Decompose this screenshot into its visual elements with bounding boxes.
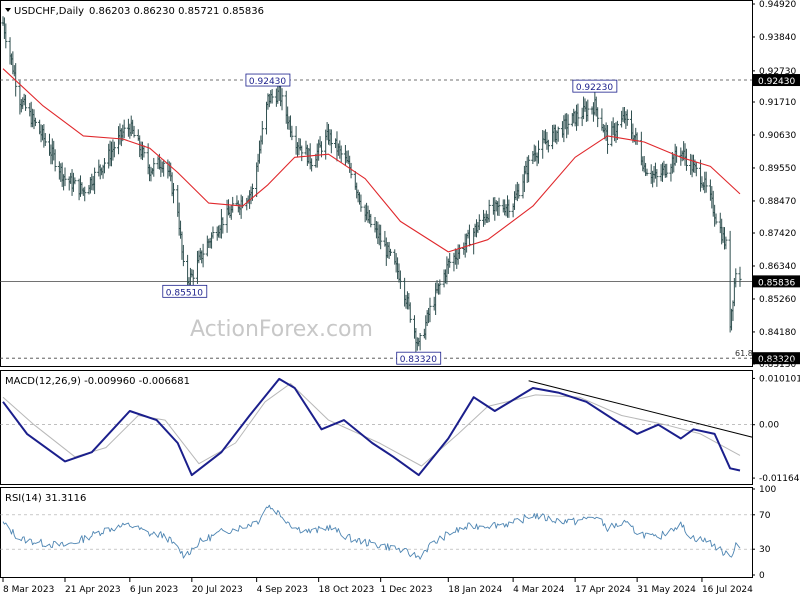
x-tick-label: 18 Jan 2024 [448, 585, 502, 595]
price-tick-label: 0.91710 [759, 98, 796, 108]
price-bars [1, 16, 742, 353]
rsi-line [2, 504, 741, 560]
rsi-tick-label: 70 [759, 511, 771, 521]
x-tick-label: 16 Jul 2024 [702, 585, 753, 595]
rsi-layer [0, 504, 752, 560]
price-marker-label: 0.85510 [166, 288, 203, 298]
ohlc-values: 0.86203 0.86230 0.85721 0.85836 [89, 6, 264, 17]
macd-panel-frame [0, 370, 753, 485]
price-tick-label: 0.94920 [759, 0, 796, 10]
rsi-tick-label: 100 [759, 485, 776, 495]
x-tick-label: 18 Oct 2023 [319, 585, 375, 595]
macd-tick-label: -0.011645 [759, 474, 800, 484]
price-tick-label: 0.83130 [759, 360, 796, 370]
rsi-tick-label: 0 [759, 571, 765, 581]
macd-line [2, 377, 741, 477]
price-tick-label: 0.92730 [759, 67, 796, 77]
moving-average-line [2, 68, 741, 253]
triangle-down-icon[interactable] [5, 8, 11, 12]
x-tick-label: 21 Apr 2023 [65, 585, 121, 595]
price-marker-box [396, 351, 442, 365]
price-tick-label: 0.85260 [759, 295, 796, 305]
x-tick-label: 31 May 2024 [637, 585, 696, 595]
macd-signal-line [2, 383, 741, 467]
level-label-box [753, 74, 800, 87]
price-moving-average [2, 68, 741, 253]
x-tick-label: 6 Jun 2023 [130, 585, 178, 595]
x-axis: 8 Mar 2023 21 Apr 2023 6 Jun 2023 20 Jul 20… [2, 578, 753, 595]
price-panel-frame [0, 0, 753, 367]
level-label: 0.83320 [758, 355, 795, 365]
rsi-axis: 100 70 30 0 [752, 485, 776, 581]
price-markers: 0.92430 0.92230 0.85510 0.83320 [162, 73, 618, 365]
macd-title: MACD(12,26,9) -0.009960 -0.006681 [5, 376, 190, 387]
fib-note: 61.8 [735, 349, 753, 358]
price-marker-box [572, 79, 618, 93]
price-marker-box [245, 73, 291, 87]
x-tick-label: 1 Dec 2023 [381, 585, 433, 595]
macd-layer [0, 377, 753, 477]
macd-tick-label: 0.010101 [759, 374, 800, 384]
rsi-panel-frame [0, 487, 753, 578]
price-tick-label: 0.86340 [759, 262, 796, 272]
current-price-box [753, 275, 800, 288]
current-price-label: 0.85836 [758, 278, 795, 288]
x-tick-label: 8 Mar 2023 [3, 585, 54, 595]
price-marker-label: 0.92430 [249, 77, 286, 87]
rsi-title: RSI(14) 31.3116 [5, 493, 86, 504]
price-tick-label: 0.90630 [759, 131, 796, 141]
x-tick-label: 4 Sep 2023 [257, 585, 308, 595]
level-label: 0.92430 [758, 77, 795, 87]
price-marker-label: 0.83320 [400, 355, 437, 365]
price-tick-label: 0.84180 [759, 328, 796, 338]
price-tick-label: 0.87420 [759, 229, 796, 239]
macd-tick-label: 0.00 [759, 421, 779, 431]
price-tick-label: 0.88470 [759, 197, 796, 207]
macd-trendline [528, 380, 753, 438]
symbol-label: USDCHF,Daily [14, 6, 84, 17]
macd-axis: 0.010101 0.00 -0.011645 [752, 374, 800, 484]
price-axis: 0.92430 0.83320 0.85836 0.94920 0.93840 0.927… [752, 0, 800, 370]
level-label-box [753, 352, 800, 365]
x-tick-label: 20 Jul 2023 [192, 585, 243, 595]
price-tick-label: 0.93840 [759, 33, 796, 43]
price-marker-box [162, 284, 208, 298]
price-marker-label: 0.92230 [576, 83, 613, 93]
watermark: ActionForex.com [190, 317, 373, 342]
rsi-tick-label: 30 [759, 545, 771, 555]
x-tick-label: 4 Mar 2024 [513, 585, 565, 595]
price-levels: 61.8 [0, 79, 753, 359]
price-tick-label: 0.89550 [759, 164, 796, 174]
x-tick-label: 17 Apr 2024 [575, 585, 631, 595]
